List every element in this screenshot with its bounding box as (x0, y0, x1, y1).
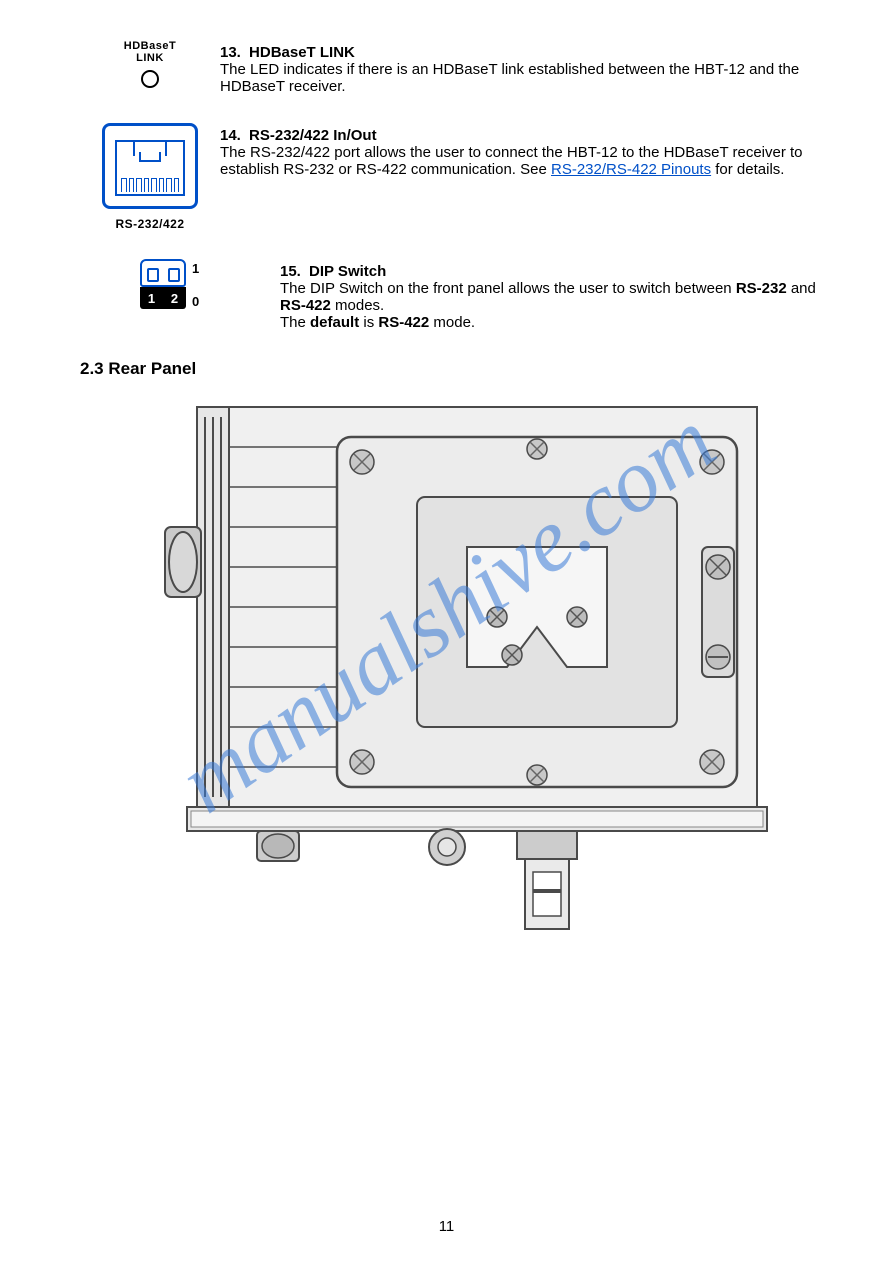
item-rs232-422: RS-232/422 14. RS-232/422 In/Out The RS-… (80, 123, 833, 231)
item-number: 14. (220, 127, 241, 144)
rj45-inner-icon (115, 140, 185, 196)
rj45-pins-icon (121, 178, 179, 192)
dip-slot-icon (147, 268, 159, 282)
rj45-pin-icon (121, 178, 127, 192)
item-description: The LED indicates if there is an HDBaseT… (220, 61, 799, 95)
dip-line2-mid: is (359, 314, 378, 331)
item-dip-switch: 1 2 1 0 15. DIP Switch The DIP Switch on… (80, 259, 833, 331)
rj45-pin-icon (166, 178, 172, 192)
dip-desc-after1: modes. (331, 297, 384, 314)
item-hdbaset-link: HDBaseT LINK 13. HDBaseT LINK The LED in… (80, 40, 833, 95)
dip-side-0: 0 (192, 294, 199, 309)
dip-icon-col: 1 2 1 0 (80, 259, 280, 309)
led-circle-icon (141, 70, 159, 88)
page-number: 11 (0, 1218, 893, 1235)
dip-top-icon (140, 259, 186, 287)
rs232-icon-col: RS-232/422 (80, 123, 220, 231)
rj45-pin-icon (151, 178, 157, 192)
hdbaset-link-icon: HDBaseT LINK (124, 40, 176, 88)
item-title: HDBaseT LINK (249, 44, 355, 61)
rear-panel-figure (80, 397, 833, 957)
rs232-icon-label: RS-232/422 (115, 217, 184, 231)
dip-switch-icon: 1 2 1 0 (140, 259, 280, 309)
dip-line2-before: The (280, 314, 310, 331)
dip-text: 15. DIP Switch The DIP Switch on the fro… (280, 259, 833, 331)
dip-bold-default: default (310, 314, 359, 331)
dip-desc-mid: and (787, 280, 816, 297)
rj45-pin-icon (136, 178, 142, 192)
dip-line2-after: mode. (429, 314, 475, 331)
rj45-pin-icon (159, 178, 165, 192)
dip-bold-rs422b: RS-422 (378, 314, 429, 331)
dip-bold-rs422: RS-422 (280, 297, 331, 314)
hdbaset-link-icon-col: HDBaseT LINK (80, 40, 220, 88)
hdbaset-link-label-top: HDBaseT (124, 40, 176, 52)
rj45-pin-icon (144, 178, 150, 192)
rs232-text: 14. RS-232/422 In/Out The RS-232/422 por… (220, 123, 833, 178)
rj45-pin-icon (174, 178, 180, 192)
item-title: DIP Switch (309, 263, 386, 280)
dip-slot-icon (168, 268, 180, 282)
dip-body-icon: 1 2 (140, 259, 186, 309)
item-number: 15. (280, 263, 301, 280)
item-title: RS-232/422 In/Out (249, 127, 377, 144)
dip-digit: 1 (148, 291, 155, 306)
dip-base-icon: 1 2 (140, 287, 186, 309)
dip-side-labels: 1 0 (192, 259, 199, 309)
dip-side-1: 1 (192, 261, 199, 276)
rj45-port-icon (102, 123, 198, 209)
dip-desc-1a: The DIP Switch on the front panel allows… (280, 280, 736, 297)
hdbaset-link-text: 13. HDBaseT LINK The LED indicates if th… (220, 40, 833, 95)
dip-digit: 2 (171, 291, 178, 306)
device-rear-svg-icon (137, 397, 777, 957)
rear-panel-heading: 2.3 Rear Panel (80, 359, 833, 379)
rj45-pin-icon (129, 178, 135, 192)
item-number: 13. (220, 44, 241, 61)
rj45-clip2-icon (139, 152, 161, 162)
item-description-after: for details. (711, 161, 784, 178)
hdbaset-link-label-bottom: LINK (136, 52, 164, 64)
rs232-pinouts-link[interactable]: RS-232/RS-422 Pinouts (551, 161, 711, 178)
dip-bold-rs232: RS-232 (736, 280, 787, 297)
